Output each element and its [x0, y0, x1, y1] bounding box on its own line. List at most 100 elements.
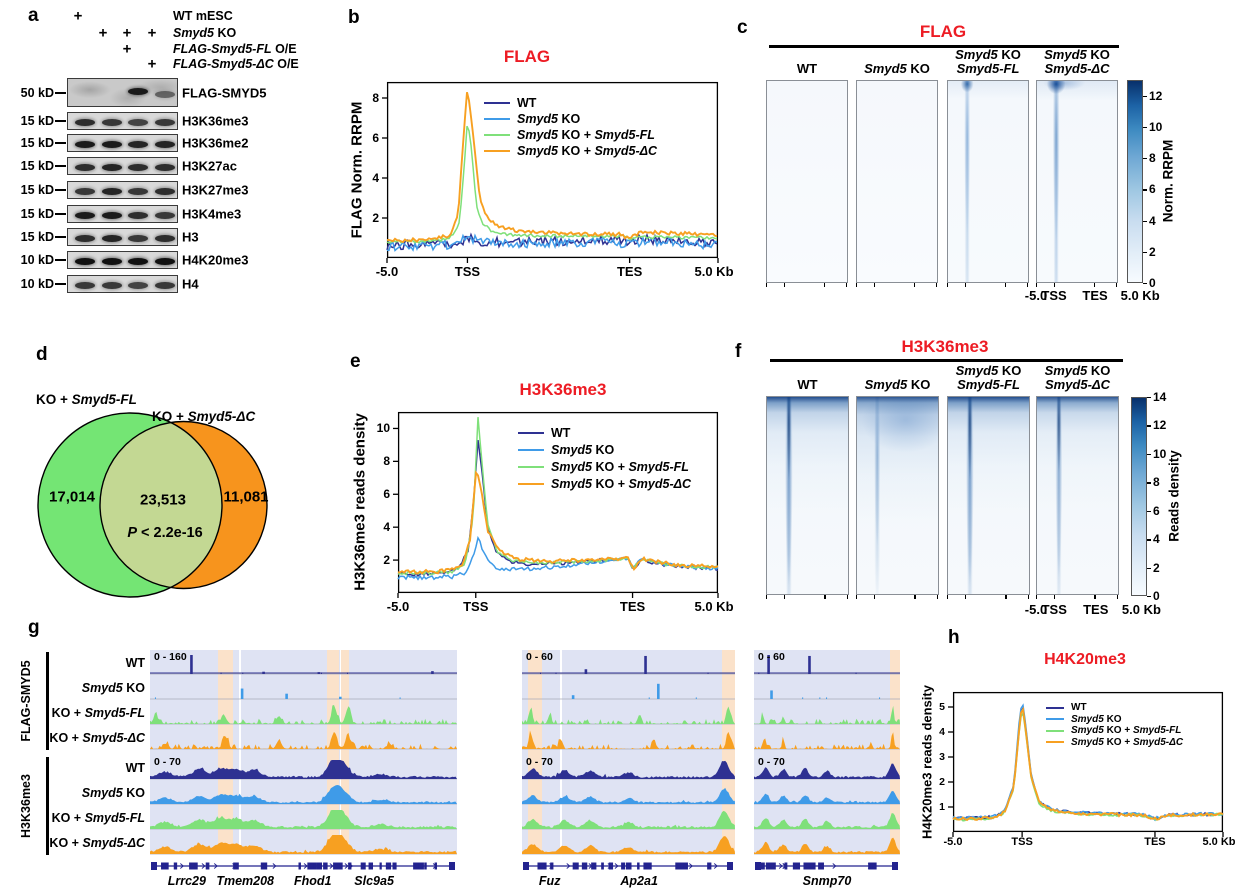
track-signal-dc-block1 [150, 835, 457, 855]
colorbar-tick-label: 12 [1149, 88, 1163, 103]
lane-condition-label: FLAG-Smyd5-ΔC O/E [173, 57, 299, 71]
decorative-element [809, 862, 816, 870]
track-signal-fl-block2 [522, 706, 735, 725]
heatmap-x-tick [1053, 283, 1055, 287]
legend-label: Smyd5 KO [1071, 714, 1122, 725]
decorative-element [707, 672, 709, 674]
heatmap-column-header: Smyd5 KO Smyd5-ΔC [1044, 48, 1110, 76]
decorative-element [347, 863, 352, 869]
decorative-element [262, 671, 265, 674]
x-tick-label: TSS [454, 264, 481, 279]
blot-band [128, 187, 148, 195]
decorative-element [303, 863, 308, 869]
decorative-element [432, 863, 437, 869]
y-tick-label: 2 [939, 776, 945, 788]
track-signal-fl-block2 [522, 810, 735, 830]
decorative-element [193, 862, 198, 870]
colorbar-tick-label: 0 [1149, 276, 1156, 290]
blot-box-h3k27ac [67, 157, 178, 175]
x-tick-label: -5.0 [375, 264, 399, 279]
legend-row: Smyd5 KO + Smyd5-FL [484, 128, 655, 142]
legend-row: WT [518, 426, 570, 440]
track-signal-dc-block2 [522, 730, 735, 750]
label-token: WT [796, 61, 818, 76]
label-token: WT [125, 656, 145, 670]
decorative-element [754, 813, 900, 829]
decorative-element [566, 863, 571, 869]
decorative-element [767, 863, 772, 869]
label-token: KO + [51, 706, 85, 720]
heatmap-x-tick [847, 595, 849, 599]
heatmap-x-tick [964, 283, 966, 287]
decorative-element [323, 862, 328, 870]
label-token: KO [1086, 47, 1110, 62]
gene-name: Slc9a5 [354, 874, 394, 888]
heatmap-x-tick [936, 283, 938, 287]
decorative-element [205, 862, 210, 870]
heatmap-x-label: TSS [1041, 602, 1067, 617]
kd-tick [55, 189, 66, 192]
label-token: Smyd5 [517, 144, 558, 158]
blot-band [75, 163, 95, 171]
header-line: Smyd5-FL [956, 378, 1022, 392]
decorative-element [348, 862, 352, 870]
blot-box-h4k20me3 [67, 251, 178, 269]
colorbar-tick-label: 6 [1153, 503, 1160, 518]
blot-band [101, 281, 122, 289]
colorbar-tick-label: 8 [1149, 151, 1156, 166]
heatmap-c-col4 [1036, 80, 1118, 283]
track-signal-wt-block1 [150, 760, 457, 780]
y-tick-label: 10 [376, 421, 390, 436]
track-scale-label: 0 - 70 [526, 756, 553, 768]
chart-title-b: FLAG [503, 47, 551, 66]
label-token: Smyd5 [517, 128, 558, 142]
header-line: Smyd5-FL [955, 62, 1021, 76]
decorative-element [770, 690, 773, 699]
legend-row: Smyd5 KO + Smyd5-ΔC [518, 477, 691, 491]
decorative-element [99, 420, 268, 590]
blot-target-label: H3K4me3 [182, 206, 242, 222]
lane-plus-mark: + [122, 40, 132, 58]
blot-band [128, 87, 148, 95]
y-tick-label: 4 [383, 520, 390, 535]
decorative-element [591, 862, 597, 870]
panel-letter-a: a [28, 5, 39, 26]
label-token: KO [122, 681, 145, 695]
decorative-element [867, 863, 872, 869]
series-line-ko [386, 233, 718, 252]
heatmap-x-label: -5.0 [1024, 602, 1048, 617]
decorative-element [572, 697, 574, 699]
kd-tick [55, 91, 66, 94]
blot-box-h3 [67, 228, 178, 246]
decorative-element [420, 862, 424, 870]
decorative-element [802, 697, 804, 699]
colorbar-tick-label: 10 [1149, 119, 1163, 134]
track-signal-fl-block1 [150, 810, 457, 830]
x-tick-label: -5.0 [943, 836, 963, 848]
blot-target-label: H3K27me3 [182, 182, 249, 198]
decorative-element [336, 862, 343, 870]
heatmap-x-tick [766, 595, 768, 599]
gene-name: Lrrc29 [167, 874, 206, 888]
colorbar-tick-label: 4 [1149, 213, 1156, 228]
legend-row: WT [1046, 702, 1087, 713]
colorbar-tick [1147, 453, 1151, 456]
colorbar-tick [1147, 567, 1151, 569]
track-label: Smyd5 KO [82, 681, 145, 695]
blot-band [101, 257, 122, 265]
highlight-band [889, 650, 900, 853]
gene-name: Fhod1 [293, 874, 332, 888]
track-signal-fl-block1 [150, 705, 457, 725]
track-label: Smyd5 KO [82, 786, 145, 800]
legend-line-swatch [518, 466, 544, 468]
label-token: KO + [49, 836, 83, 850]
legend-row: Smyd5 KO + Smyd5-FL [518, 460, 689, 474]
heatmap-x-tick [1116, 283, 1118, 287]
label-token: Smyd5 [955, 47, 998, 62]
decorative-element [572, 862, 579, 870]
decorative-element [320, 672, 322, 674]
heatmap-x-tick [1005, 595, 1007, 599]
colorbar-f [1131, 397, 1147, 596]
kd-tick [55, 213, 66, 216]
label-token: O/E [271, 42, 297, 56]
